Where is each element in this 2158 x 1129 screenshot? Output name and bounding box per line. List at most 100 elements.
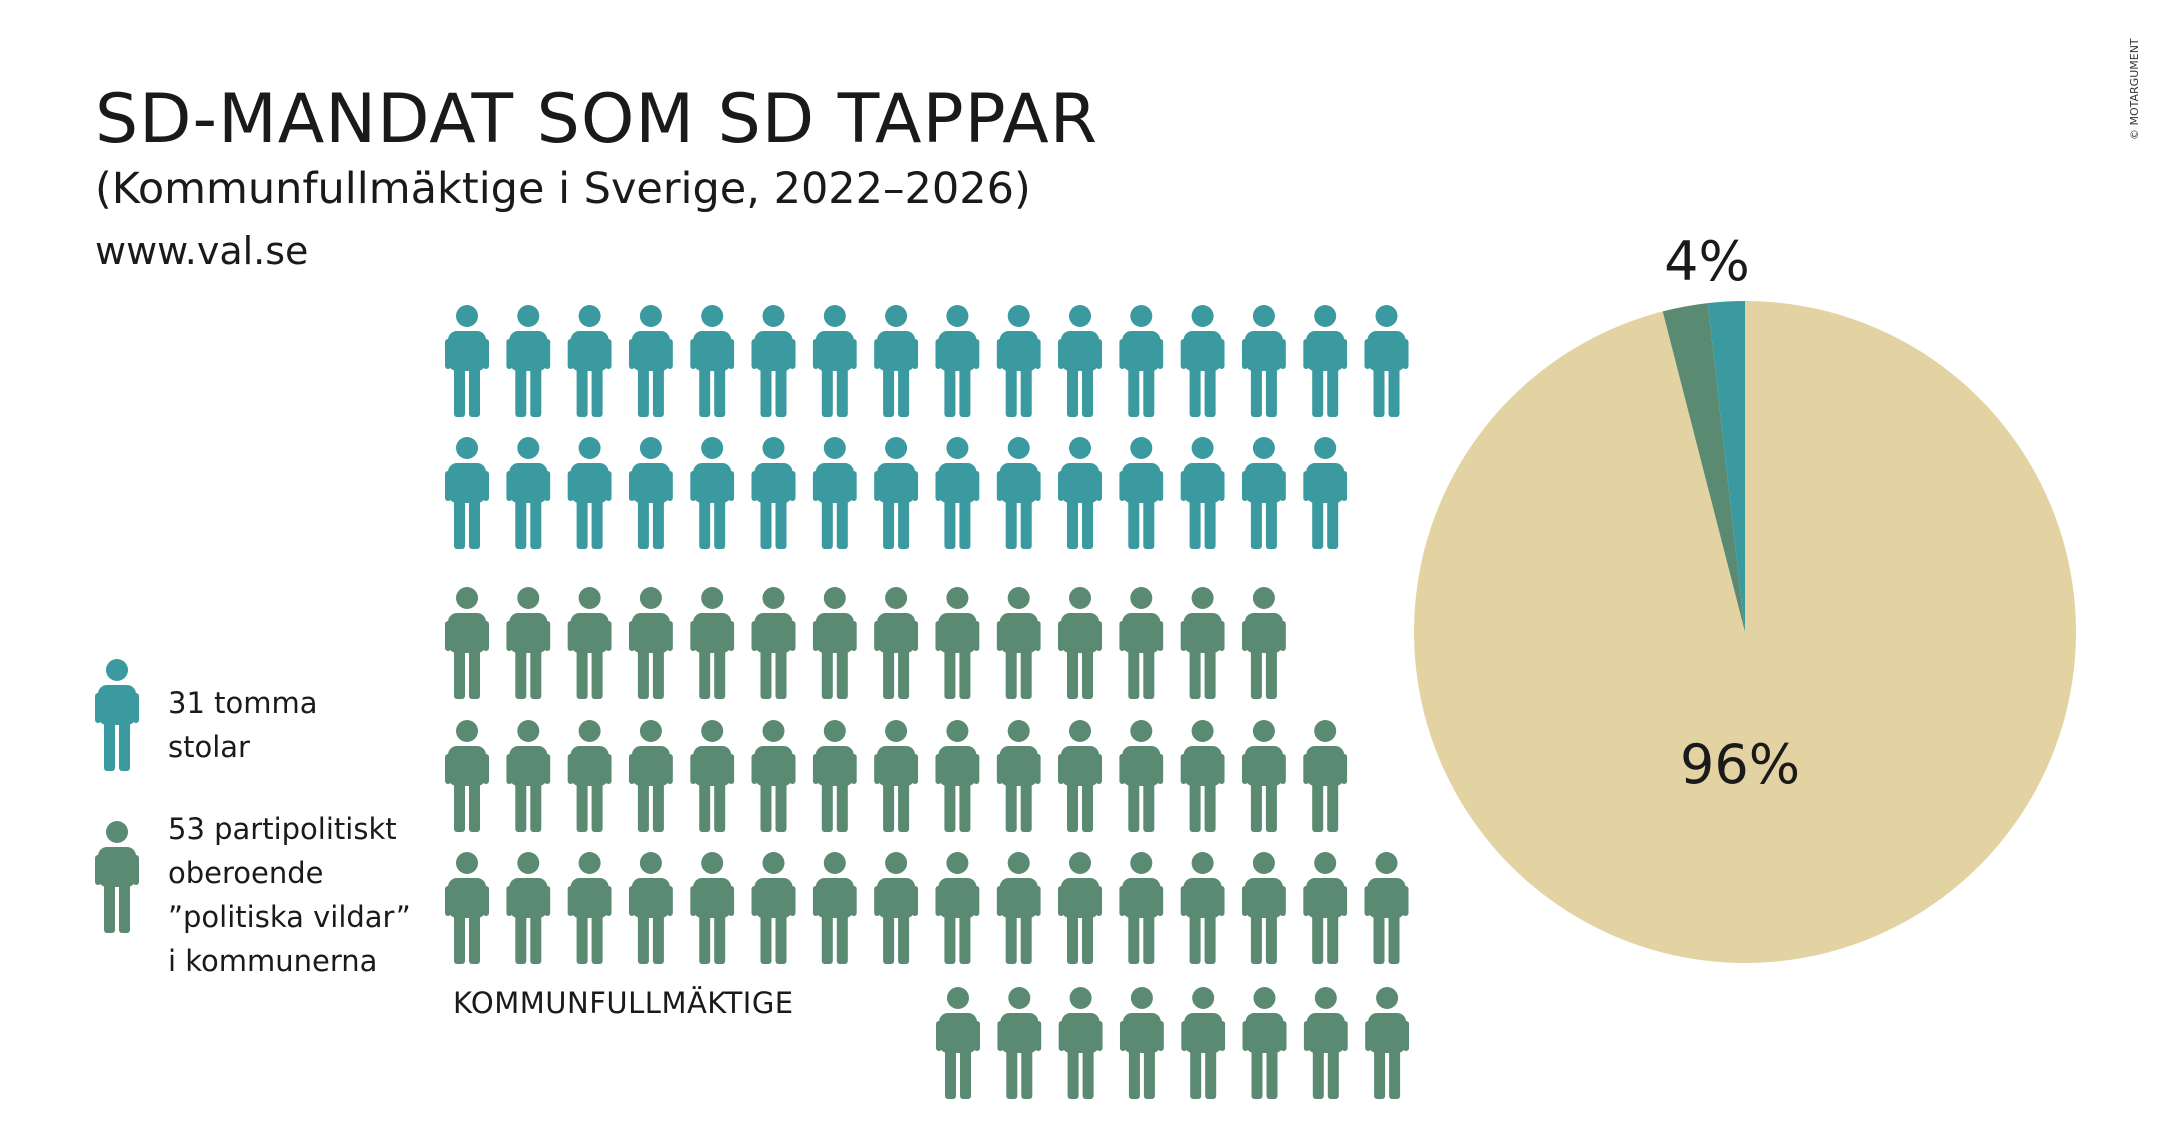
pictogram-person-independent — [874, 720, 919, 832]
pictogram-person-empty-seat — [812, 437, 857, 549]
pictogram-person-empty-seat — [628, 437, 673, 549]
pictogram-person-empty-seat — [567, 305, 612, 417]
pictogram-person-independent — [935, 852, 980, 964]
pictogram-person-independent — [1242, 987, 1287, 1099]
pictogram-person-empty-seat — [935, 305, 980, 417]
pictogram-person-empty-seat — [1180, 437, 1225, 549]
pictogram-person-independent — [751, 720, 796, 832]
pictogram-person-empty-seat — [506, 305, 551, 417]
pictogram-person-independent — [445, 720, 489, 832]
pictogram-person-independent — [936, 987, 980, 1099]
legend-independents-line-4: i kommunerna — [168, 944, 378, 978]
chart-title: SD-MANDAT SOM SD TAPPAR — [95, 80, 1098, 159]
pictogram-person-independent — [996, 587, 1041, 699]
pictogram-person-independent — [1119, 720, 1164, 832]
pictogram-person-empty-seat — [812, 305, 857, 417]
pictogram-person-independent — [1058, 852, 1102, 964]
pictogram-person-independent — [1303, 720, 1348, 832]
pie-label-main: 96% — [1680, 733, 1800, 796]
pictogram-person-independent — [1058, 587, 1102, 699]
pictogram-person-independent — [506, 852, 551, 964]
pictogram-person-independent — [1119, 587, 1164, 699]
chart-subtitle: (Kommunfullmäktige i Sverige, 2022–2026) — [95, 164, 1031, 214]
pictogram-person-independent — [812, 852, 857, 964]
pictogram-person-independent — [690, 852, 735, 964]
pictogram-person-empty-seat — [1058, 305, 1102, 417]
pictogram-person-empty-seat — [1058, 437, 1102, 549]
pictogram-person-independent — [997, 987, 1042, 1099]
legend-independents: 53 partipolitiskt oberoende ”politiska v… — [168, 807, 411, 983]
legend-icons — [95, 659, 139, 933]
pictogram-person-independent — [1303, 852, 1348, 964]
pictogram-person-empty-seat — [1119, 437, 1164, 549]
pictogram-person-independent — [935, 587, 980, 699]
pictogram-grid — [445, 305, 1410, 1099]
legend-empty-seats: 31 tomma stolar — [168, 681, 318, 769]
pictogram-person-independent — [751, 587, 796, 699]
pictogram-person-independent — [874, 587, 919, 699]
pictogram-person-independent — [1058, 987, 1103, 1099]
pictogram-person-independent — [445, 587, 489, 699]
pictogram-person-empty-seat — [751, 305, 796, 417]
pictogram-person-empty-seat — [1364, 305, 1409, 417]
legend-empty-seats-line-2: stolar — [168, 730, 250, 764]
pictogram-person-independent — [1241, 720, 1286, 832]
pictogram-person-empty-seat — [690, 437, 735, 549]
legend-independents-line-3: ”politiska vildar” — [168, 900, 411, 934]
pictogram-person-independent — [1181, 987, 1226, 1099]
source-url: www.val.se — [95, 229, 309, 273]
pictogram-person-empty-seat — [935, 437, 980, 549]
pictogram-person-empty-seat — [996, 305, 1041, 417]
pictogram-person-independent — [1058, 720, 1102, 832]
group-label: KOMMUNFULLMÄKTIGE — [453, 986, 794, 1020]
pictogram-person-empty-seat — [1119, 305, 1164, 417]
pictogram-person-empty-seat — [874, 437, 919, 549]
pictogram-person-independent — [1119, 987, 1164, 1099]
pictogram-person-independent — [567, 587, 612, 699]
legend-independent-icon — [95, 821, 139, 933]
pictogram-person-empty-seat — [445, 437, 489, 549]
pictogram-person-independent — [874, 852, 919, 964]
pictogram-person-empty-seat — [690, 305, 735, 417]
pictogram-person-independent — [1365, 987, 1410, 1099]
pictogram-person-independent — [996, 720, 1041, 832]
pictogram-person-independent — [996, 852, 1041, 964]
pie-slice-2 — [1707, 301, 1745, 632]
pie-slice-0 — [1413, 301, 2076, 963]
pictogram-person-independent — [1241, 852, 1286, 964]
pictogram-person-empty-seat — [1241, 437, 1286, 549]
pictogram-person-independent — [812, 587, 857, 699]
pictogram-person-independent — [1241, 587, 1286, 699]
pictogram-person-empty-seat — [996, 437, 1041, 549]
pictogram-person-empty-seat — [1303, 437, 1348, 549]
pictogram-person-independent — [1364, 852, 1409, 964]
pictogram-person-independent — [506, 587, 551, 699]
pie-chart: 96% 4% — [1413, 230, 2076, 963]
pictogram-person-independent — [690, 720, 735, 832]
pictogram-person-empty-seat — [1241, 305, 1286, 417]
pictogram-person-independent — [1119, 852, 1164, 964]
pictogram-person-independent — [506, 720, 551, 832]
pictogram-person-independent — [812, 720, 857, 832]
pictogram-person-independent — [1180, 720, 1225, 832]
pictogram-person-independent — [628, 720, 673, 832]
pictogram-person-empty-seat — [567, 437, 612, 549]
pictogram-person-empty-seat — [628, 305, 673, 417]
pictogram-person-independent — [1180, 587, 1225, 699]
pictogram-person-independent — [1303, 987, 1348, 1099]
pictogram-person-independent — [935, 720, 980, 832]
pie-slice-1 — [1662, 303, 1745, 632]
legend-independents-line-1: 53 partipolitiskt — [168, 812, 397, 846]
pictogram-person-empty-seat — [1303, 305, 1348, 417]
pictogram-person-independent — [690, 587, 735, 699]
legend-empty-seats-line-1: 31 tomma — [168, 686, 318, 720]
pictogram-person-empty-seat — [874, 305, 919, 417]
pictogram-person-independent — [628, 587, 673, 699]
pictogram-person-independent — [567, 720, 612, 832]
pictogram-person-independent — [567, 852, 612, 964]
pictogram-person-empty-seat — [751, 437, 796, 549]
pictogram-person-independent — [1180, 852, 1225, 964]
pictogram-person-independent — [751, 852, 796, 964]
legend-independents-line-2: oberoende — [168, 856, 324, 890]
